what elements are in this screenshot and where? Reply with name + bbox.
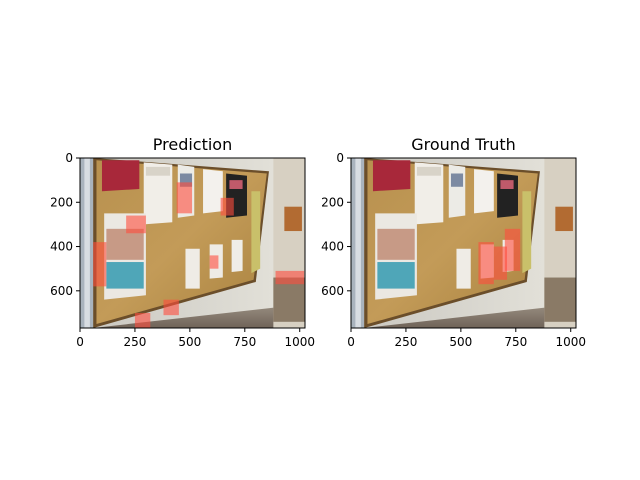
ground-truth-x-tick-label: 750 <box>504 335 527 349</box>
prediction-overlay-region-7 <box>134 312 151 328</box>
ground-truth-overlay-region-0 <box>478 242 494 285</box>
ground-truth-x-tick-label: 500 <box>449 335 472 349</box>
prediction-y-tick-label: 200 <box>50 195 73 209</box>
prediction-x-tick-label: 250 <box>123 335 146 349</box>
ground-truth-title: Ground Truth <box>411 135 516 154</box>
ground-truth-x-tick-label: 0 <box>347 335 355 349</box>
panel-prediction: Prediction 0 250 500 750 1000 0 200 400 600 <box>50 135 315 349</box>
prediction-x-tick-label: 500 <box>178 335 201 349</box>
prediction-x-tick-label: 750 <box>233 335 256 349</box>
prediction-y-tick-label: 400 <box>50 240 73 254</box>
prediction-y-tick-label: 600 <box>50 284 73 298</box>
prediction-overlay-region-5 <box>275 270 305 285</box>
ground-truth-overlay-group <box>478 228 521 285</box>
prediction-overlay-region-2 <box>93 242 107 287</box>
prediction-image <box>80 158 305 328</box>
prediction-x-tick-label: 1000 <box>284 335 315 349</box>
prediction-y-ticks: 0 200 400 600 <box>50 151 80 298</box>
ground-truth-y-tick-label: 400 <box>321 240 344 254</box>
prediction-axes-frame <box>79 157 306 329</box>
prediction-overlay-region-1 <box>220 197 234 216</box>
ground-truth-x-ticks: 0 250 500 750 1000 <box>347 328 586 349</box>
ground-truth-overlay-region-1 <box>493 246 508 280</box>
ground-truth-x-tick-label: 250 <box>394 335 417 349</box>
panel-ground-truth: Ground Truth 0 250 500 750 1000 0 200 400 600 <box>321 135 586 349</box>
ground-truth-image <box>351 158 576 328</box>
ground-truth-y-tick-label: 200 <box>321 195 344 209</box>
prediction-y-tick-label: 0 <box>65 151 73 165</box>
ground-truth-y-tick-label: 0 <box>336 151 344 165</box>
ground-truth-y-tick-label: 600 <box>321 284 344 298</box>
prediction-overlay-region-3 <box>126 215 146 234</box>
ground-truth-overlay-region-2 <box>504 228 521 271</box>
prediction-x-ticks: 0 250 500 750 1000 <box>76 328 315 349</box>
ground-truth-axes-frame <box>350 157 577 329</box>
prediction-title: Prediction <box>153 135 232 154</box>
prediction-x-tick-label: 0 <box>76 335 84 349</box>
prediction-overlay-region-6 <box>163 299 179 316</box>
ground-truth-x-tick-label: 1000 <box>555 335 586 349</box>
prediction-overlay-region-4 <box>209 255 219 269</box>
prediction-overlay-group <box>93 182 305 328</box>
ground-truth-y-ticks: 0 200 400 600 <box>321 151 351 298</box>
prediction-overlay-region-0 <box>176 182 193 214</box>
